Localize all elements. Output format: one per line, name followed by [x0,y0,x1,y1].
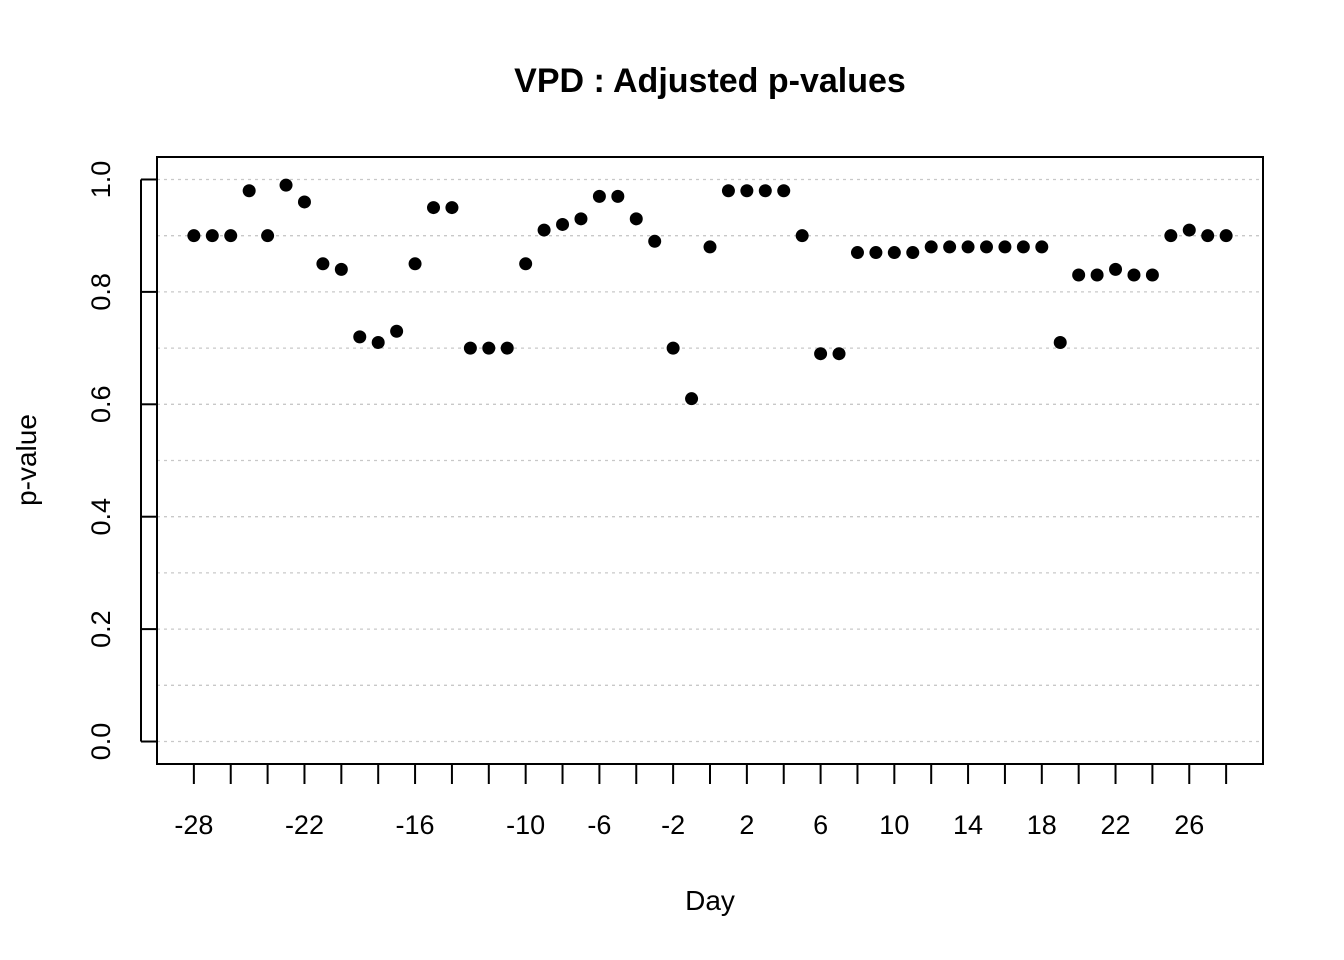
data-point-31 [758,184,772,198]
data-point-5 [279,178,293,192]
data-point-30 [740,184,754,198]
data-point-1 [205,229,219,243]
data-point-12 [408,257,422,271]
y-tick-label-3: 0.6 [86,386,116,424]
chart-title: VPD : Adjusted p-values [514,62,906,100]
data-point-43 [980,240,993,254]
data-point-14 [445,201,459,215]
data-point-3 [242,184,256,198]
y-tick-label-2: 0.4 [86,498,116,536]
data-point-47 [1053,335,1067,349]
data-point-40 [924,240,938,254]
data-point-42 [961,240,975,254]
data-point-51 [1127,268,1141,282]
data-point-26 [666,341,680,355]
y-tick-label-1: 0.2 [86,610,116,648]
x-tick-label-6: 2 [739,810,754,840]
data-point-19 [537,223,551,237]
data-points [187,178,1233,406]
data-point-20 [556,217,570,231]
data-point-32 [777,184,791,198]
y-tick-label-0: 0.0 [86,723,116,761]
data-point-46 [1035,240,1049,254]
data-point-13 [427,201,440,215]
data-point-33 [795,229,809,243]
data-point-23 [611,189,625,203]
x-tick-label-7: 6 [813,810,828,840]
data-point-18 [519,257,533,271]
data-point-21 [574,212,588,226]
y-tick-label-4: 0.8 [86,273,116,311]
x-tick-label-8: 10 [879,810,909,840]
data-point-38 [887,246,901,260]
data-point-54 [1182,223,1196,237]
y-tick-label-5: 1.0 [86,161,116,199]
x-axis-label: Day [685,885,735,916]
data-point-27 [685,392,699,406]
data-point-49 [1090,268,1104,282]
x-tick-label-4: -6 [587,810,611,840]
data-point-4 [261,229,275,243]
x-axis: -28 -22 -16 -10 -6 -2 2 6 10 14 18 22 26 [174,763,1228,840]
data-point-44 [998,240,1012,254]
data-point-56 [1219,229,1233,243]
x-tick-label-2: -16 [396,810,435,840]
data-point-15 [463,341,477,355]
data-point-36 [850,246,864,260]
data-point-9 [353,330,367,344]
data-point-2 [224,229,238,243]
data-point-41 [943,240,957,254]
data-point-48 [1072,268,1086,282]
data-point-17 [500,341,514,355]
x-tick-label-11: 22 [1101,810,1131,840]
data-point-0 [187,229,201,243]
data-point-37 [869,246,883,260]
data-point-10 [371,335,385,349]
x-tick-label-5: -2 [661,810,685,840]
data-point-55 [1201,229,1215,243]
data-point-52 [1145,268,1159,282]
data-point-45 [1016,240,1030,254]
y-axis: 0.0 0.2 0.4 0.6 0.8 1.0 [86,161,157,761]
x-tick-label-1: -22 [285,810,324,840]
data-point-11 [390,324,404,338]
data-point-25 [648,234,662,248]
data-point-53 [1164,229,1178,243]
grid-lines [157,178,1263,743]
data-point-8 [334,262,348,276]
data-point-28 [703,240,717,254]
data-point-16 [482,341,496,355]
y-axis-label: p-value [11,414,42,506]
data-point-24 [629,212,643,226]
data-point-39 [906,246,920,260]
x-tick-label-0: -28 [174,810,213,840]
data-point-29 [721,184,735,198]
data-point-35 [832,347,846,361]
data-point-22 [592,189,606,203]
data-point-7 [316,257,330,271]
x-tick-label-3: -10 [506,810,545,840]
x-tick-label-9: 14 [953,810,983,840]
data-point-6 [297,195,311,209]
x-tick-label-10: 18 [1027,810,1057,840]
x-tick-label-12: 26 [1174,810,1204,840]
data-point-50 [1109,262,1123,276]
data-point-34 [814,347,828,361]
